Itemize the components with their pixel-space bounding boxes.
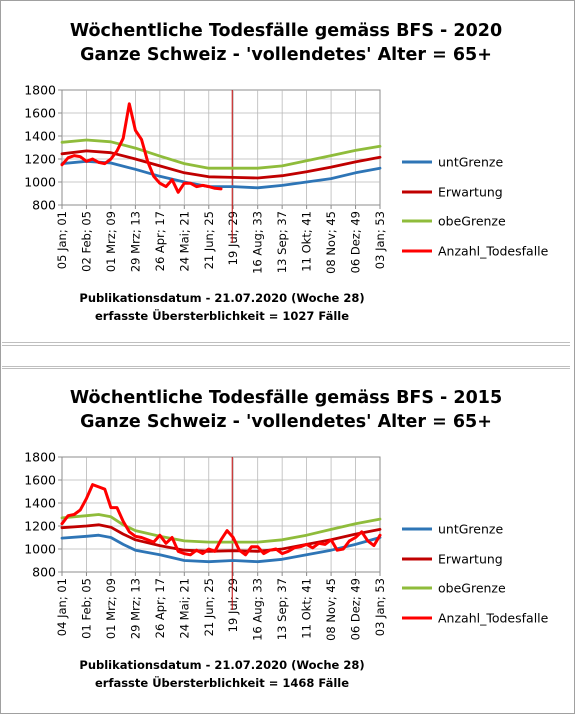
panel-separator [2,345,570,367]
series-line-obegrenze [60,138,382,170]
x-tick-label: 29 Mrz; 13 [128,211,142,272]
y-tick-label: 800 [32,198,56,213]
line-chart-2020: 05 Jan; 01 02 Feb; 05 01 Mrz; 09 29 Mrz; 13… [24,83,549,274]
series-line-anzahl-todesfalle [60,483,382,557]
y-tick-label: 1800 [24,83,56,98]
x-tick-label: 26 Apr; 17 [153,211,167,271]
chart-subtitle: Ganze Schweiz - 'vollendetes' Alter = 65… [80,412,492,432]
y-tick-label: 1400 [24,129,56,144]
chart-title: Wöchentliche Todesfälle gemäss BFS - 202… [69,21,503,41]
x-tick-label: 26 Apr; 17 [153,578,167,638]
x-tick-label: 01 Feb; 05 [79,578,93,639]
legend-label: untGrenze [438,155,503,170]
x-tick-label: 16 Aug; 33 [251,211,265,274]
x-tick-label: 19 Jul; 29 [226,578,240,632]
chart-panel-2020: Wöchentliche Todesfälle gemäss BFS - 202… [2,2,570,343]
x-tick-label: 08 Nov; 45 [324,211,338,274]
excess-deaths-note: erfasste Übersterblichkeit = 1468 Fälle [94,676,350,690]
chart-subtitle: Ganze Schweiz - 'vollendetes' Alter = 65… [80,45,492,65]
y-tick-label: 1600 [24,106,56,121]
y-tick-label: 800 [32,565,56,580]
x-tick-label: 13 Sep; 37 [275,211,289,273]
x-tick-label: 11 Okt; 41 [300,578,314,639]
x-tick-label: 02 Feb; 05 [79,211,93,272]
y-tick-label: 1400 [24,496,56,511]
chart-panel-2015: Wöchentliche Todesfälle gemäss BFS - 201… [2,368,570,709]
legend-label: Anzahl_Todesfalle [438,244,549,259]
series-line-untgrenze [60,159,382,190]
x-tick-label: 03 Jan; 53 [373,211,387,269]
excess-deaths-note: erfasste Übersterblichkeit = 1027 Fälle [94,309,350,323]
x-tick-label: 21 Jun; 25 [202,211,216,269]
x-tick-label: 04 Jan; 01 [55,578,69,636]
y-tick-label: 1800 [24,450,56,465]
publication-note: Publikationsdatum - 21.07.2020 (Woche 28… [79,658,365,672]
series-line-untgrenze [60,533,382,564]
x-tick-label: 01 Mrz; 09 [104,578,118,639]
chart-title: Wöchentliche Todesfälle gemäss BFS - 201… [69,388,503,408]
x-tick-label: 16 Aug; 33 [251,578,265,641]
x-tick-label: 24 Mai; 21 [177,578,191,639]
legend-label: Erwartung [438,185,503,200]
y-tick-label: 1000 [24,542,56,557]
x-tick-label: 05 Jan; 01 [55,211,69,269]
x-tick-label: 21 Jun; 25 [202,578,216,636]
x-tick-label: 06 Dez; 49 [349,211,363,273]
plot-area [61,456,381,573]
x-tick-label: 13 Sep; 37 [275,578,289,640]
x-tick-label: 06 Dez; 49 [349,578,363,640]
x-tick-label: 11 Okt; 41 [300,211,314,272]
legend-label: untGrenze [438,522,503,537]
y-tick-label: 1600 [24,473,56,488]
legend-label: obeGrenze [438,214,506,229]
x-tick-label: 08 Nov; 45 [324,578,338,641]
series-line-obegrenze [60,513,382,544]
legend-label: obeGrenze [438,581,506,596]
x-tick-label: 01 Mrz; 09 [104,211,118,272]
series-line-anzahl-todesfalle [60,102,223,194]
line-chart-2015: 04 Jan; 01 01 Feb; 05 01 Mrz; 09 29 Mrz; 13… [24,450,549,641]
x-tick-label: 29 Mrz; 13 [128,578,142,639]
publication-note: Publikationsdatum - 21.07.2020 (Woche 28… [79,291,365,305]
y-tick-label: 1200 [24,519,56,534]
legend-label: Erwartung [438,552,503,567]
x-tick-label: 03 Jan; 53 [373,578,387,636]
y-tick-label: 1000 [24,175,56,190]
legend-label: Anzahl_Todesfalle [438,611,549,626]
y-tick-label: 1200 [24,152,56,167]
x-tick-label: 24 Mai; 21 [177,211,191,272]
x-tick-label: 19 Jul; 29 [226,211,240,265]
